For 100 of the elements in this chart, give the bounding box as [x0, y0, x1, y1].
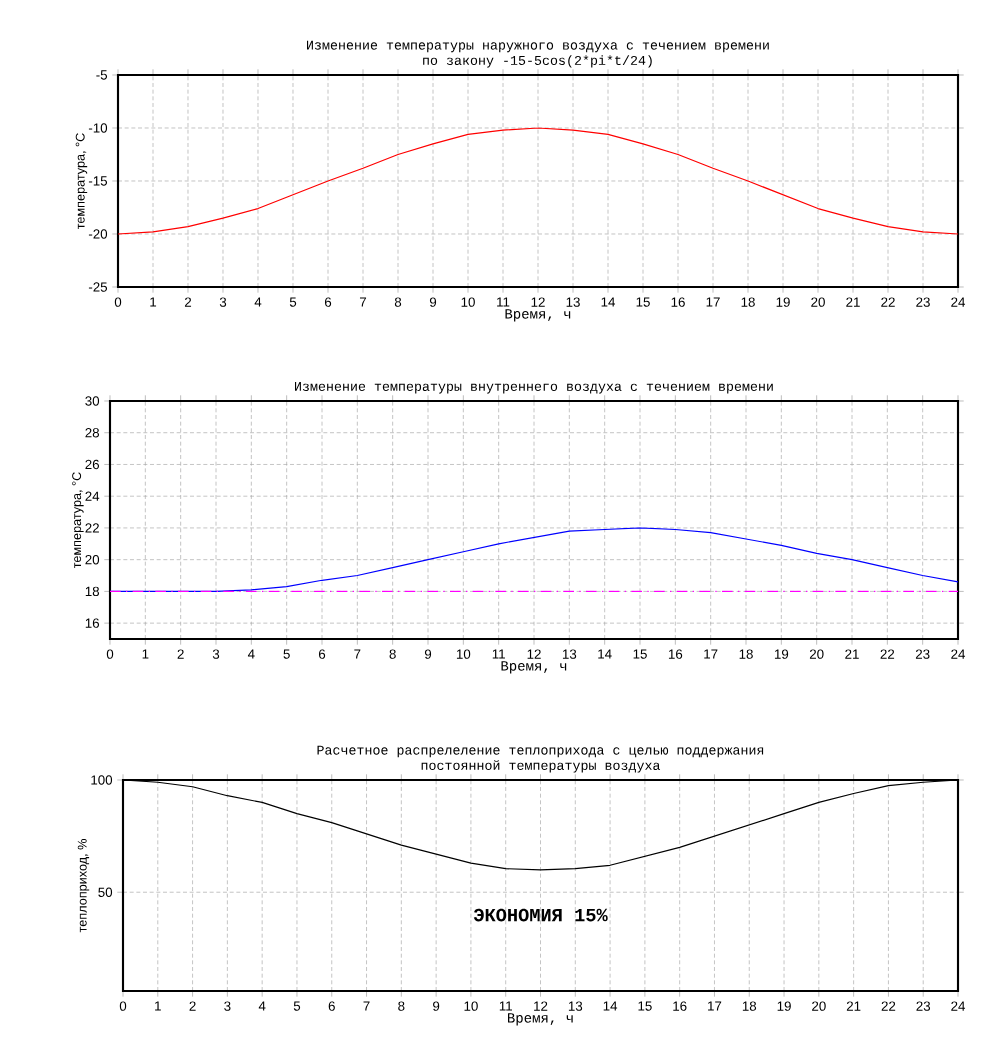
- x-tick-label: 23: [915, 649, 930, 659]
- annotation: ЭКОНОМИЯ 15%: [473, 908, 608, 922]
- chart-title: Изменение температуры внутреннего воздуха с течением времени: [295, 382, 773, 394]
- x-tick-label: 5: [293, 1001, 301, 1011]
- y-tick-label: -15: [88, 176, 108, 186]
- x-tick-label: 9: [429, 297, 437, 307]
- x-tick-label: 13: [568, 1001, 583, 1011]
- x-tick-label: 19: [777, 1001, 791, 1011]
- x-tick-label: 13: [562, 649, 577, 659]
- x-tick-label: 17: [706, 297, 720, 307]
- x-tick-label: 12: [534, 1001, 548, 1011]
- x-tick-label: 16: [673, 1001, 687, 1011]
- x-tick-label: 22: [880, 649, 895, 659]
- chart-title: Расчетное распрелеление теплоприхода с целью поддержания: [317, 745, 764, 758]
- y-axis-title: температура, °C: [75, 133, 88, 230]
- x-tick-label: 17: [708, 1001, 722, 1011]
- x-tick-label: 8: [389, 649, 396, 659]
- x-tick-label: 9: [433, 1001, 440, 1011]
- x-tick-label: 7: [359, 297, 367, 307]
- chart-subtitle: постоянной температуры воздуха: [421, 760, 661, 773]
- x-tick-label: 15: [633, 649, 647, 659]
- x-tick-label: 13: [566, 297, 580, 307]
- x-tick-label: 14: [598, 649, 612, 659]
- x-tick-label: 11: [492, 649, 505, 659]
- y-tick-label: -5: [96, 70, 108, 80]
- x-tick-label: 24: [951, 297, 966, 307]
- x-tick-label: 6: [328, 1001, 335, 1011]
- y-tick-label: 20: [85, 554, 100, 565]
- x-tick-label: 21: [846, 297, 860, 307]
- x-axis-title: Время, ч: [501, 661, 567, 674]
- x-tick-label: 5: [289, 297, 297, 307]
- y-tick-label: -20: [88, 229, 108, 239]
- x-tick-label: 6: [318, 649, 326, 659]
- x-tick-label: 4: [258, 1001, 266, 1011]
- x-tick-label: 17: [704, 649, 718, 659]
- x-tick-label: 20: [811, 297, 825, 307]
- x-tick-label: 18: [741, 297, 755, 307]
- x-tick-label: 8: [398, 1001, 405, 1011]
- x-tick-label: 2: [177, 649, 184, 659]
- x-tick-label: 7: [354, 649, 361, 659]
- x-tick-label: 15: [638, 1001, 652, 1011]
- y-tick-label: 24: [85, 491, 100, 501]
- x-tick-label: 4: [247, 649, 255, 659]
- x-tick-label: 24: [951, 649, 966, 659]
- x-tick-label: 20: [809, 649, 824, 659]
- chart-title: Изменение температуры наружного воздуха с течением времени: [307, 40, 769, 53]
- x-tick-label: 18: [739, 649, 753, 659]
- x-tick-label: 0: [119, 1001, 127, 1011]
- x-tick-label: 22: [881, 1001, 896, 1011]
- y-tick-label: 22: [85, 523, 99, 533]
- x-tick-label: 10: [464, 1001, 478, 1011]
- x-tick-label: 14: [603, 1001, 618, 1011]
- x-tick-label: 19: [776, 297, 790, 307]
- x-tick-label: 4: [254, 297, 262, 307]
- y-tick-label: -25: [88, 282, 108, 292]
- y-axis-title: температура, °C: [72, 472, 84, 569]
- x-tick-label: 6: [324, 297, 332, 307]
- x-tick-label: 9: [424, 649, 432, 659]
- x-tick-label: 0: [114, 297, 122, 307]
- x-tick-label: 22: [881, 297, 895, 307]
- x-tick-label: 3: [212, 649, 220, 659]
- x-axis-title: Время, ч: [508, 1013, 573, 1026]
- x-tick-label: 12: [531, 297, 545, 307]
- x-tick-label: 23: [916, 297, 930, 307]
- x-tick-label: 8: [394, 297, 402, 307]
- x-tick-label: 14: [601, 297, 616, 307]
- y-tick-label: 28: [85, 428, 100, 438]
- x-tick-label: 10: [456, 649, 471, 659]
- x-tick-label: 11: [499, 1001, 512, 1011]
- x-tick-label: 5: [283, 649, 290, 659]
- y-tick-label: 16: [85, 618, 100, 628]
- x-tick-label: 24: [951, 1001, 966, 1011]
- y-tick-label: 30: [85, 396, 100, 406]
- x-tick-label: 12: [527, 649, 541, 659]
- x-tick-label: 16: [668, 649, 683, 659]
- y-tick-label: 100: [91, 775, 113, 785]
- x-tick-label: 16: [671, 297, 685, 307]
- y-tick-label: 18: [85, 586, 100, 597]
- x-tick-label: 23: [916, 1001, 931, 1011]
- x-tick-label: 1: [155, 1001, 161, 1011]
- x-tick-label: 19: [774, 649, 789, 659]
- x-tick-label: 2: [189, 1001, 196, 1011]
- x-tick-label: 1: [142, 649, 149, 659]
- y-tick-label: 26: [85, 459, 100, 470]
- chart-subtitle: по закону -15-5cos(2*pi*t/24): [423, 55, 652, 68]
- x-tick-label: 10: [461, 297, 475, 307]
- x-tick-label: 7: [363, 1001, 370, 1011]
- x-tick-label: 18: [742, 1001, 757, 1011]
- x-tick-label: 3: [219, 297, 227, 307]
- y-tick-label: -10: [88, 123, 108, 133]
- y-tick-label: 50: [98, 887, 113, 897]
- x-tick-label: 2: [184, 297, 192, 307]
- x-tick-label: 21: [846, 1001, 861, 1011]
- x-tick-label: 3: [224, 1001, 231, 1011]
- x-tick-label: 20: [812, 1001, 826, 1011]
- x-tick-label: 0: [106, 649, 114, 659]
- x-tick-label: 1: [150, 297, 157, 307]
- x-axis-title: Время, ч: [505, 309, 571, 322]
- x-tick-label: 21: [845, 649, 859, 659]
- y-axis-title: теплоприход, %: [77, 839, 90, 933]
